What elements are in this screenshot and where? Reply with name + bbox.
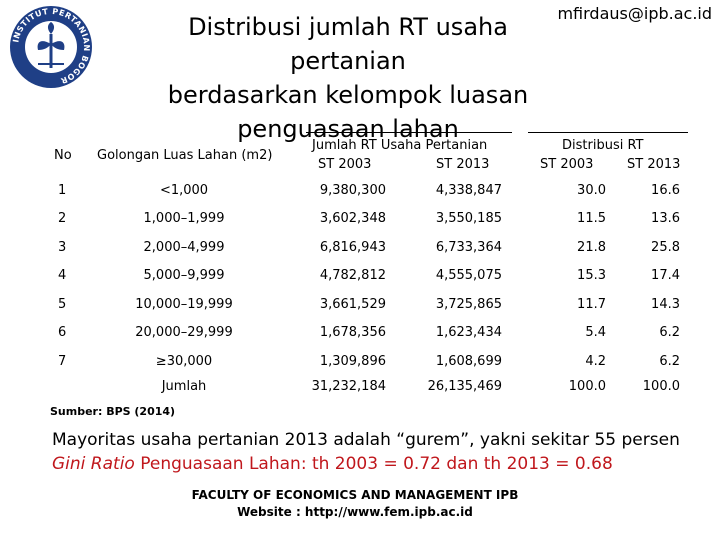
cell-distribusi-2013: 13.6 — [651, 211, 680, 226]
col-header-jumlah-rt: Jumlah RT Usaha Pertanian — [312, 138, 488, 153]
email-link[interactable]: mfirdaus@ipb.ac.id — [557, 4, 712, 23]
cell-jumlah-2003: 4,782,812 — [319, 268, 386, 283]
cell-distribusi-2013: 6.2 — [659, 354, 680, 369]
title-line-3: penguasaan lahan — [237, 115, 459, 143]
gini-ratio-values: Penguasaan Lahan: th 2003 = 0.72 dan th … — [134, 454, 613, 474]
col-header-golongan: Golongan Luas Lahan (m2) — [97, 148, 273, 163]
cell-jumlah-2003: 6,816,943 — [319, 240, 386, 255]
cell-jumlah-2003: 9,380,300 — [319, 183, 386, 198]
gini-ratio-term: Gini Ratio — [52, 454, 135, 474]
cell-distribusi-2003: 30.0 — [577, 183, 606, 198]
cell-golongan: ≥30,000 — [155, 354, 213, 369]
cell-no: 1 — [58, 183, 67, 198]
header-rule-distribusi — [528, 132, 688, 133]
cell-jumlah-2013: 3,550,185 — [435, 211, 502, 226]
cell-jumlah-2013: 4,555,075 — [435, 268, 502, 283]
cell-total-distribusi-2003: 100.0 — [568, 379, 606, 394]
footer: FACULTY OF ECONOMICS AND MANAGEMENT IPB … — [155, 487, 555, 521]
title-line-2: berdasarkan kelompok luasan — [167, 81, 529, 109]
cell-jumlah-2013: 3,725,865 — [435, 297, 502, 312]
col-header-no: No — [54, 148, 72, 163]
cell-distribusi-2013: 25.8 — [651, 240, 680, 255]
cell-jumlah-2013: 4,338,847 — [435, 183, 502, 198]
ipb-logo: INSTITUT PERTANIAN BOGOR — [8, 4, 94, 90]
col-header-distribusi-rt: Distribusi RT — [562, 138, 644, 153]
cell-no: 3 — [58, 240, 67, 255]
cell-distribusi-2003: 15.3 — [577, 268, 606, 283]
col-subheader-st2013-b: ST 2013 — [436, 157, 490, 172]
cell-jumlah-2003: 1,309,896 — [319, 354, 386, 369]
cell-jumlah-2003: 3,602,348 — [319, 211, 386, 226]
cell-no: 6 — [58, 325, 67, 340]
footer-website[interactable]: Website : http://www.fem.ipb.ac.id — [237, 505, 473, 519]
cell-distribusi-2013: 17.4 — [651, 268, 680, 283]
title-line-1: Distribusi jumlah RT usaha pertanian — [188, 13, 508, 75]
cell-golongan: 20,000–29,999 — [135, 325, 233, 340]
cell-golongan: 10,000–19,999 — [135, 297, 233, 312]
cell-total-jumlah-2013: 26,135,469 — [427, 379, 502, 394]
cell-distribusi-2013: 6.2 — [659, 325, 680, 340]
cell-no: 7 — [58, 354, 67, 369]
slide-title: Distribusi jumlah RT usaha pertanian ber… — [128, 10, 568, 146]
header-rule-jumlah — [306, 132, 512, 133]
cell-distribusi-2013: 16.6 — [651, 183, 680, 198]
cell-distribusi-2003: 4.2 — [585, 354, 606, 369]
cell-jumlah-2013: 6,733,364 — [435, 240, 502, 255]
source-note: Sumber: BPS (2014) — [50, 405, 176, 418]
cell-jumlah-2003: 1,678,356 — [319, 325, 386, 340]
cell-distribusi-2003: 5.4 — [585, 325, 606, 340]
cell-total-jumlah-2003: 31,232,184 — [311, 379, 386, 394]
col-subheader-st2003-c: ST 2003 — [540, 157, 594, 172]
cell-golongan: 2,000–4,999 — [143, 240, 225, 255]
cell-no: 5 — [58, 297, 67, 312]
cell-no: 2 — [58, 211, 67, 226]
cell-distribusi-2003: 11.5 — [577, 211, 606, 226]
cell-total-label: Jumlah — [161, 379, 207, 394]
cell-no: 4 — [58, 268, 67, 283]
cell-golongan: <1,000 — [159, 183, 209, 198]
footer-faculty: FACULTY OF ECONOMICS AND MANAGEMENT IPB — [191, 488, 519, 502]
conclusion-line-2: Gini Ratio Penguasaan Lahan: th 2003 = 0… — [52, 454, 613, 474]
cell-distribusi-2013: 14.3 — [651, 297, 680, 312]
cell-golongan: 5,000–9,999 — [143, 268, 225, 283]
cell-distribusi-2003: 21.8 — [577, 240, 606, 255]
cell-total-distribusi-2013: 100.0 — [642, 379, 680, 394]
cell-jumlah-2013: 1,623,434 — [435, 325, 502, 340]
col-subheader-st2003-a: ST 2003 — [318, 157, 372, 172]
col-subheader-st2013-d: ST 2013 — [627, 157, 681, 172]
cell-golongan: 1,000–1,999 — [143, 211, 225, 226]
cell-jumlah-2013: 1,608,699 — [435, 354, 502, 369]
cell-distribusi-2003: 11.7 — [577, 297, 606, 312]
cell-jumlah-2003: 3,661,529 — [319, 297, 386, 312]
conclusion-line-1: Mayoritas usaha pertanian 2013 adalah “g… — [52, 430, 680, 450]
